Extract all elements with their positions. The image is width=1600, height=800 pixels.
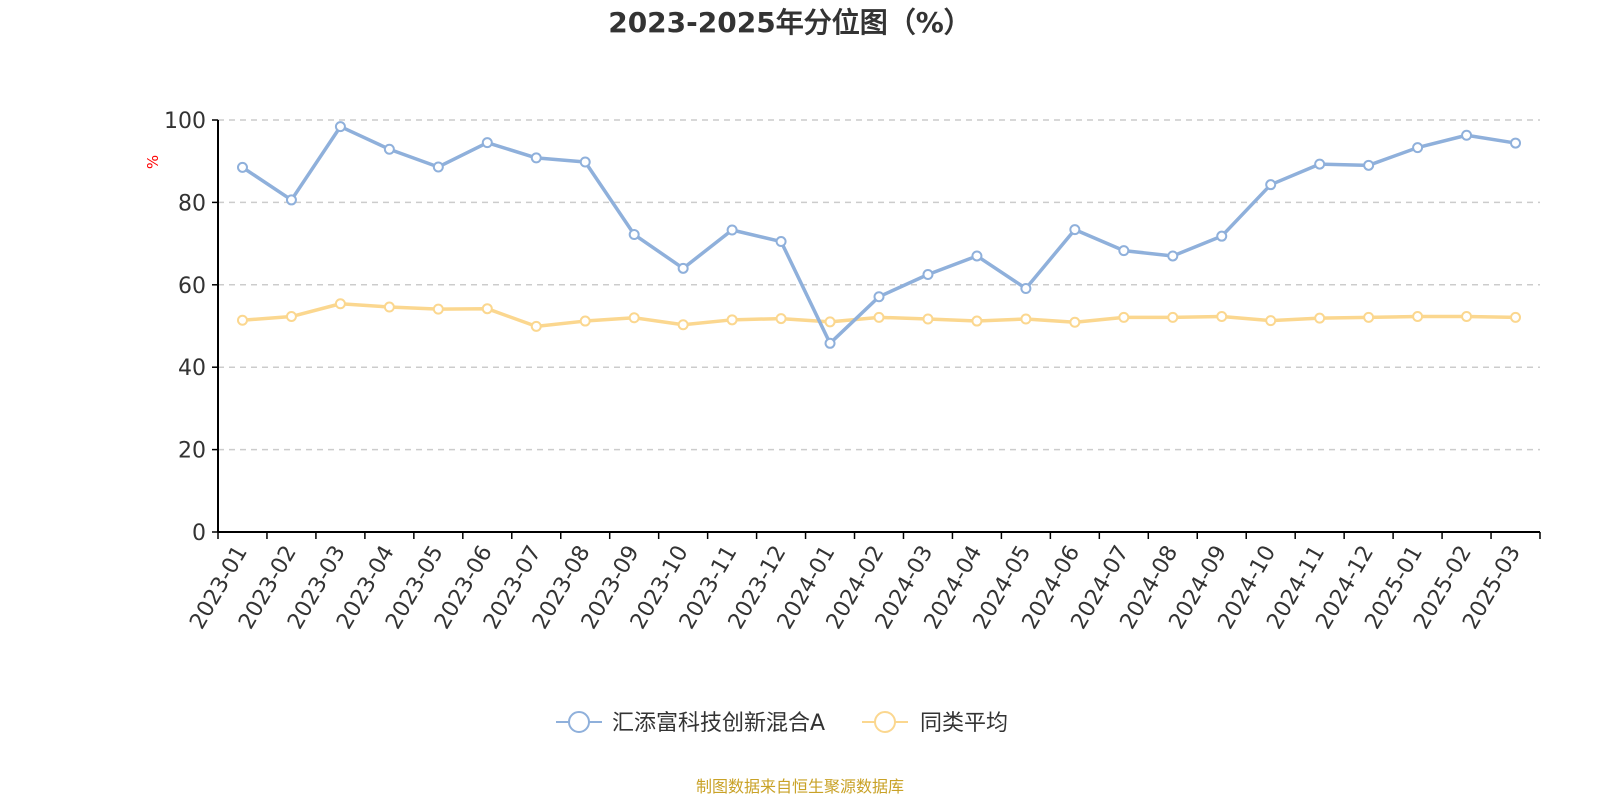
chart-title: 2023-2025年分位图（%） (608, 6, 972, 39)
data-point[interactable] (579, 315, 591, 327)
data-point[interactable] (922, 269, 934, 280)
data-point[interactable] (1216, 230, 1228, 242)
data-point[interactable] (1363, 159, 1375, 171)
data-point[interactable] (383, 143, 395, 155)
data-point[interactable] (1216, 311, 1228, 323)
grid-lines (218, 119, 1540, 451)
data-point[interactable] (1265, 179, 1277, 191)
data-point[interactable] (1020, 283, 1032, 295)
legend-label: 汇添富科技创新混合A (612, 711, 825, 736)
y-axis-unit-label: % (144, 155, 162, 169)
x-axis-ticks: 2023-012023-022023-032023-042023-052023-… (185, 532, 1541, 634)
data-point[interactable] (971, 250, 983, 262)
y-tick-label: 40 (178, 356, 206, 381)
series-1 (236, 121, 1522, 349)
y-tick-label: 80 (178, 191, 206, 216)
data-point[interactable] (1510, 137, 1522, 149)
y-tick-label: 60 (178, 274, 206, 299)
data-point[interactable] (1118, 311, 1130, 323)
data-point[interactable] (971, 315, 983, 327)
data-point[interactable] (481, 303, 493, 315)
y-tick-label: 100 (164, 109, 206, 134)
data-point[interactable] (334, 121, 346, 133)
y-axis-ticks: 0 20 40 60 80 100 (164, 109, 218, 546)
series-2 (236, 298, 1522, 332)
legend-item-1[interactable]: 汇添富科技创新混合A (556, 711, 825, 736)
data-point[interactable] (677, 262, 689, 274)
data-point[interactable] (285, 311, 297, 323)
data-point[interactable] (1069, 316, 1081, 328)
y-tick-label: 20 (178, 439, 206, 464)
data-point[interactable] (824, 316, 836, 328)
data-point[interactable] (1412, 142, 1424, 154)
data-point[interactable] (1167, 250, 1179, 262)
data-point[interactable] (432, 161, 444, 173)
data-point[interactable] (1167, 311, 1179, 323)
data-point[interactable] (1069, 224, 1081, 236)
series-lines (236, 121, 1522, 349)
data-point[interactable] (873, 311, 885, 323)
data-point[interactable] (530, 152, 542, 164)
y-tick-label: 0 (192, 521, 206, 546)
data-point[interactable] (775, 236, 787, 248)
source-note: 制图数据来自恒生聚源数据库 (696, 777, 904, 796)
data-point[interactable] (726, 224, 738, 236)
data-point[interactable] (628, 312, 640, 324)
data-point[interactable] (1314, 158, 1326, 170)
data-point[interactable] (1118, 245, 1130, 257)
legend-label: 同类平均 (920, 711, 1008, 736)
data-point[interactable] (481, 137, 493, 149)
legend: 汇添富科技创新混合A 同类平均 (556, 711, 1008, 736)
data-point[interactable] (1265, 315, 1277, 327)
data-point[interactable] (1461, 129, 1473, 141)
data-point[interactable] (873, 291, 885, 303)
data-point[interactable] (236, 161, 248, 173)
data-point[interactable] (383, 301, 395, 313)
legend-item-2[interactable]: 同类平均 (862, 711, 1008, 736)
data-point[interactable] (530, 320, 542, 332)
legend-circle-icon (568, 711, 590, 733)
data-point[interactable] (775, 313, 787, 325)
data-point[interactable] (1461, 311, 1473, 323)
data-point[interactable] (1510, 311, 1522, 323)
data-point[interactable] (1412, 311, 1424, 323)
data-point[interactable] (628, 229, 640, 241)
axes (217, 120, 1540, 533)
data-point[interactable] (922, 313, 934, 325)
data-point[interactable] (432, 303, 444, 315)
data-point[interactable] (579, 156, 591, 168)
data-point[interactable] (677, 319, 689, 331)
data-point[interactable] (1020, 313, 1032, 325)
data-point[interactable] (285, 194, 297, 206)
data-point[interactable] (334, 298, 346, 310)
legend-circle-icon (874, 711, 896, 733)
data-point[interactable] (236, 314, 248, 326)
data-point[interactable] (824, 337, 836, 349)
data-point[interactable] (1363, 311, 1375, 323)
data-point[interactable] (726, 314, 738, 326)
data-point[interactable] (1314, 312, 1326, 324)
